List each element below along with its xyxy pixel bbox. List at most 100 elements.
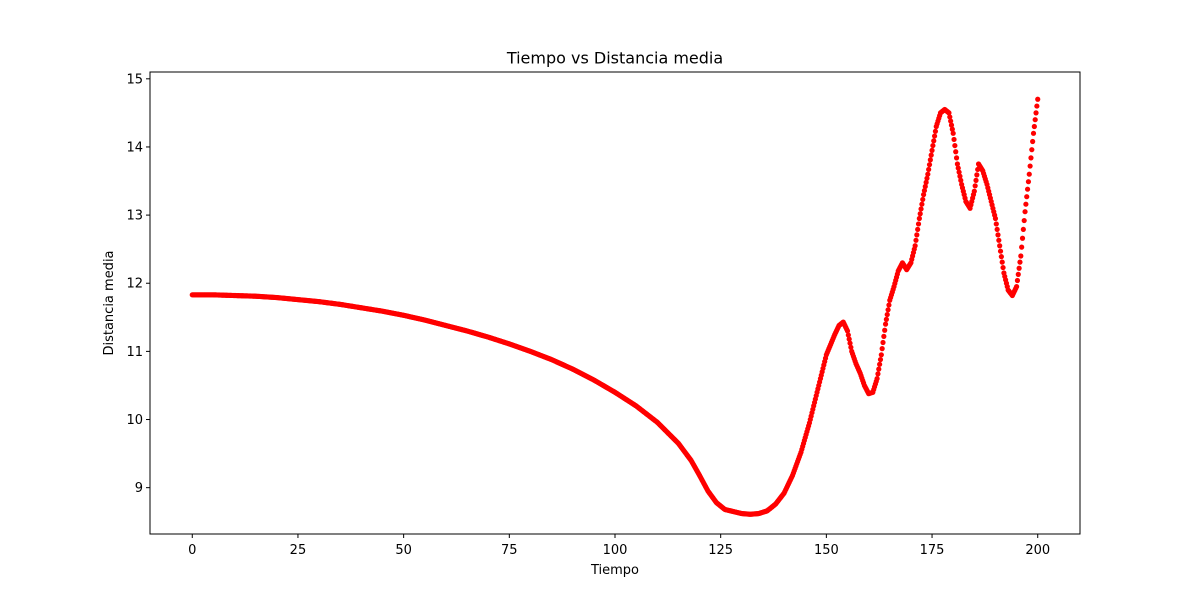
data-point (880, 339, 886, 346)
data-point (955, 165, 961, 171)
x-tick-label: 25 (290, 543, 307, 558)
data-point (927, 157, 933, 163)
y-axis: 9 10 11 12 13 14 15 (126, 72, 150, 496)
data-point (1028, 155, 1034, 161)
data-point (882, 321, 889, 327)
data-point (848, 344, 854, 350)
data-point (999, 259, 1005, 265)
data-point (931, 133, 938, 139)
data-point (885, 307, 891, 313)
data-point (914, 232, 920, 238)
data-point (915, 226, 921, 233)
data-point (948, 118, 954, 124)
data-point (954, 161, 961, 167)
data-point (878, 352, 884, 358)
data-point (924, 175, 930, 181)
data-point (884, 311, 890, 318)
data-point (949, 126, 955, 132)
plot-frame (149, 71, 1081, 535)
data-point (956, 169, 962, 175)
data-point (1031, 123, 1037, 130)
data-point (1013, 284, 1020, 290)
data-point (947, 114, 953, 120)
data-point (1027, 163, 1033, 169)
data-point (1026, 171, 1032, 177)
data-point (996, 237, 1002, 243)
chart-title: Tiempo vs Distancia media (506, 49, 723, 68)
y-axis-title: Distancia media (102, 250, 117, 355)
data-point (874, 376, 880, 382)
data-point (847, 340, 853, 346)
data-point (1014, 277, 1021, 284)
data-point (931, 138, 937, 144)
data-point (958, 177, 964, 183)
data-point (1020, 226, 1026, 233)
data-point (950, 130, 956, 136)
data-point (973, 177, 979, 183)
data-point (919, 201, 925, 207)
data-point (916, 215, 922, 222)
x-tick-label: 150 (814, 543, 839, 558)
data-point (1000, 264, 1006, 271)
data-point (926, 162, 933, 168)
data-point (876, 366, 882, 372)
data-point (877, 356, 884, 363)
data-point (1021, 217, 1027, 224)
data-point (994, 226, 1000, 233)
scatter-series (189, 96, 1041, 517)
data-point (1023, 201, 1029, 207)
data-point (1032, 117, 1038, 123)
data-point (925, 171, 931, 177)
data-point (1015, 271, 1021, 277)
data-point (993, 221, 999, 227)
y-tick-label: 11 (126, 345, 143, 360)
data-point (877, 361, 883, 367)
data-point (930, 142, 936, 149)
data-point (1024, 186, 1031, 192)
x-tick-label: 75 (501, 543, 518, 558)
data-point (881, 333, 887, 339)
y-tick-label: 9 (135, 481, 143, 496)
data-point (992, 215, 999, 222)
x-tick-label: 125 (708, 543, 733, 558)
data-point (998, 254, 1004, 260)
data-point (929, 147, 935, 153)
data-point (948, 122, 955, 128)
data-point (1016, 265, 1022, 271)
data-point (922, 183, 928, 190)
data-point (932, 128, 939, 134)
data-point (1033, 110, 1039, 116)
data-point (915, 221, 922, 227)
data-point (953, 155, 960, 161)
data-point (875, 371, 881, 377)
y-tick-label: 13 (126, 209, 143, 224)
data-point (1030, 138, 1036, 145)
data-point (1025, 179, 1032, 185)
data-point (951, 136, 957, 143)
y-tick-label: 12 (126, 277, 143, 292)
x-tick-label: 200 (1025, 543, 1050, 558)
data-point (952, 142, 958, 149)
data-point (846, 336, 852, 342)
y-tick-label: 15 (126, 72, 143, 87)
data-point (926, 166, 932, 173)
data-point (879, 346, 885, 352)
data-point (1029, 147, 1035, 153)
data-point (953, 149, 959, 155)
plot-area (149, 71, 1081, 535)
data-point (921, 187, 928, 194)
data-point (928, 152, 934, 158)
data-point (844, 328, 851, 334)
data-point (946, 110, 952, 116)
data-point (845, 332, 851, 338)
data-point (1022, 209, 1028, 215)
x-axis-title: Tiempo (590, 563, 639, 578)
data-point (1035, 96, 1041, 102)
y-tick-label: 10 (126, 413, 143, 428)
data-point (1019, 244, 1025, 250)
data-point (1017, 259, 1023, 265)
data-point (997, 243, 1003, 249)
data-point (1019, 235, 1026, 241)
data-point (974, 172, 980, 178)
